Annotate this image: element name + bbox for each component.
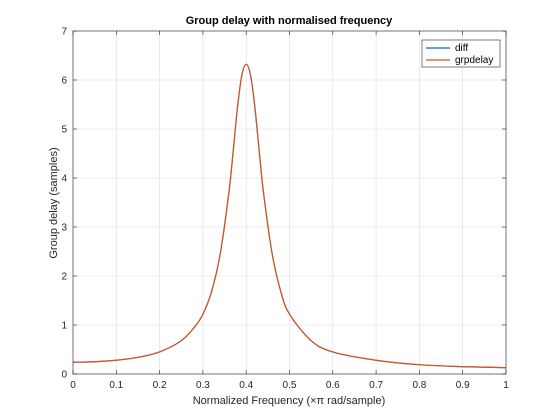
legend-label-grpdelay: grpdelay: [455, 55, 493, 66]
y-tick-label: 5: [61, 125, 67, 136]
y-tick-labels: 0 1 2 3 4 5 6 7: [61, 27, 67, 381]
y-tick-label: 6: [61, 76, 67, 87]
plot-lines: [72, 63, 507, 369]
x-tick-label: 0: [70, 380, 76, 391]
x-tick-label: 0.5: [283, 380, 297, 391]
x-tick-label: 0.4: [239, 380, 253, 391]
y-tick-label: 1: [61, 321, 67, 332]
y-tick-label: 7: [61, 27, 67, 38]
y-tick-label: 0: [61, 370, 67, 381]
x-tick-label: 0.1: [109, 380, 123, 391]
x-tick-label: 0.3: [196, 380, 210, 391]
y-axis-label: Group delay (samples): [48, 147, 60, 258]
ticks: [72, 30, 507, 375]
x-tick-label: 1: [503, 380, 509, 391]
y-tick-label: 2: [61, 272, 67, 283]
chart-title: Group delay with normalised frequency: [186, 15, 393, 27]
y-tick-label: 4: [61, 174, 67, 185]
x-tick-label: 0.6: [326, 380, 340, 391]
legend-box: [421, 39, 501, 68]
legend: diff grpdelay: [421, 39, 501, 68]
x-axis-label: Normalized Frequency (×π rad/sample): [193, 395, 386, 407]
legend-label-diff: diff: [455, 43, 468, 54]
y-tick-label: 3: [61, 223, 67, 234]
x-tick-labels: 0 0.1 0.2 0.3 0.4 0.5 0.6 0.7 0.8 0.9 1: [70, 380, 509, 391]
x-tick-label: 0.9: [456, 380, 470, 391]
x-tick-label: 0.2: [153, 380, 167, 391]
x-tick-label: 0.7: [369, 380, 383, 391]
x-tick-label: 0.8: [412, 380, 426, 391]
series-line-grpdelay: [72, 63, 507, 369]
